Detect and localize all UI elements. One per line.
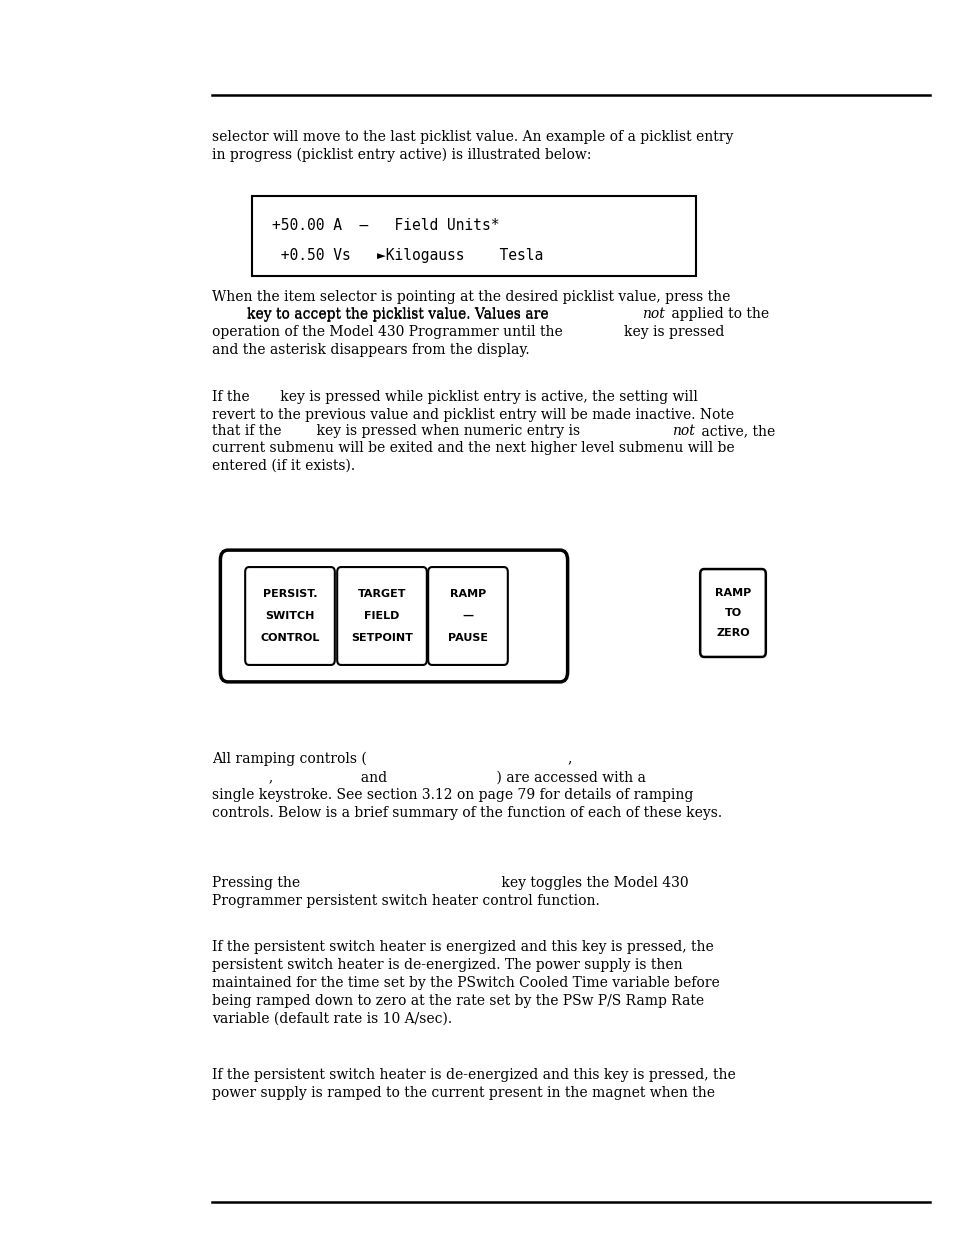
FancyBboxPatch shape xyxy=(428,567,507,664)
Text: selector will move to the last picklist value. An example of a picklist entry
in: selector will move to the last picklist … xyxy=(212,130,733,162)
Text: +50.00 A  –   Field Units*: +50.00 A – Field Units* xyxy=(272,219,499,233)
Text: active, the: active, the xyxy=(697,424,775,438)
Text: All ramping controls (                                              ,
          : All ramping controls ( , xyxy=(212,752,721,820)
FancyBboxPatch shape xyxy=(700,569,765,657)
Text: When the item selector is pointing at the desired picklist value, press the
    : When the item selector is pointing at th… xyxy=(212,290,730,322)
Text: FIELD: FIELD xyxy=(364,611,399,621)
Text: RAMP: RAMP xyxy=(450,589,486,599)
Text: SWITCH: SWITCH xyxy=(265,611,314,621)
Text: If the       key is pressed while picklist entry is active, the setting will
rev: If the key is pressed while picklist ent… xyxy=(212,390,734,422)
Text: +0.50 Vs   ►Kilogauss    Tesla: +0.50 Vs ►Kilogauss Tesla xyxy=(272,248,542,263)
Text: —: — xyxy=(462,611,473,621)
Text: applied to the: applied to the xyxy=(666,308,768,321)
Text: PERSIST.: PERSIST. xyxy=(262,589,317,599)
Text: TO: TO xyxy=(723,608,740,618)
Text: ZERO: ZERO xyxy=(716,627,749,637)
Text: not: not xyxy=(671,424,694,438)
Text: RAMP: RAMP xyxy=(714,589,750,599)
Text: not: not xyxy=(641,308,664,321)
FancyBboxPatch shape xyxy=(336,567,426,664)
Text: Pressing the                                              key toggles the Model : Pressing the key toggles the Model xyxy=(212,876,688,908)
Text: CONTROL: CONTROL xyxy=(260,634,319,643)
Text: that if the        key is pressed when numeric entry is: that if the key is pressed when numeric … xyxy=(212,424,584,438)
Text: operation of the Model 430 Programmer until the              key is pressed
and : operation of the Model 430 Programmer un… xyxy=(212,325,723,357)
FancyBboxPatch shape xyxy=(245,567,335,664)
Text: SETPOINT: SETPOINT xyxy=(351,634,413,643)
Text: If the persistent switch heater is energized and this key is pressed, the
persis: If the persistent switch heater is energ… xyxy=(212,940,719,1025)
Text: current submenu will be exited and the next higher level submenu will be
entered: current submenu will be exited and the n… xyxy=(212,441,734,473)
Text: key to accept the picklist value. Values are: key to accept the picklist value. Values… xyxy=(212,308,553,321)
FancyBboxPatch shape xyxy=(220,550,567,682)
Text: TARGET: TARGET xyxy=(357,589,406,599)
Text: PAUSE: PAUSE xyxy=(448,634,488,643)
Bar xyxy=(252,196,696,275)
Text: If the persistent switch heater is de-energized and this key is pressed, the
pow: If the persistent switch heater is de-en… xyxy=(212,1068,735,1100)
